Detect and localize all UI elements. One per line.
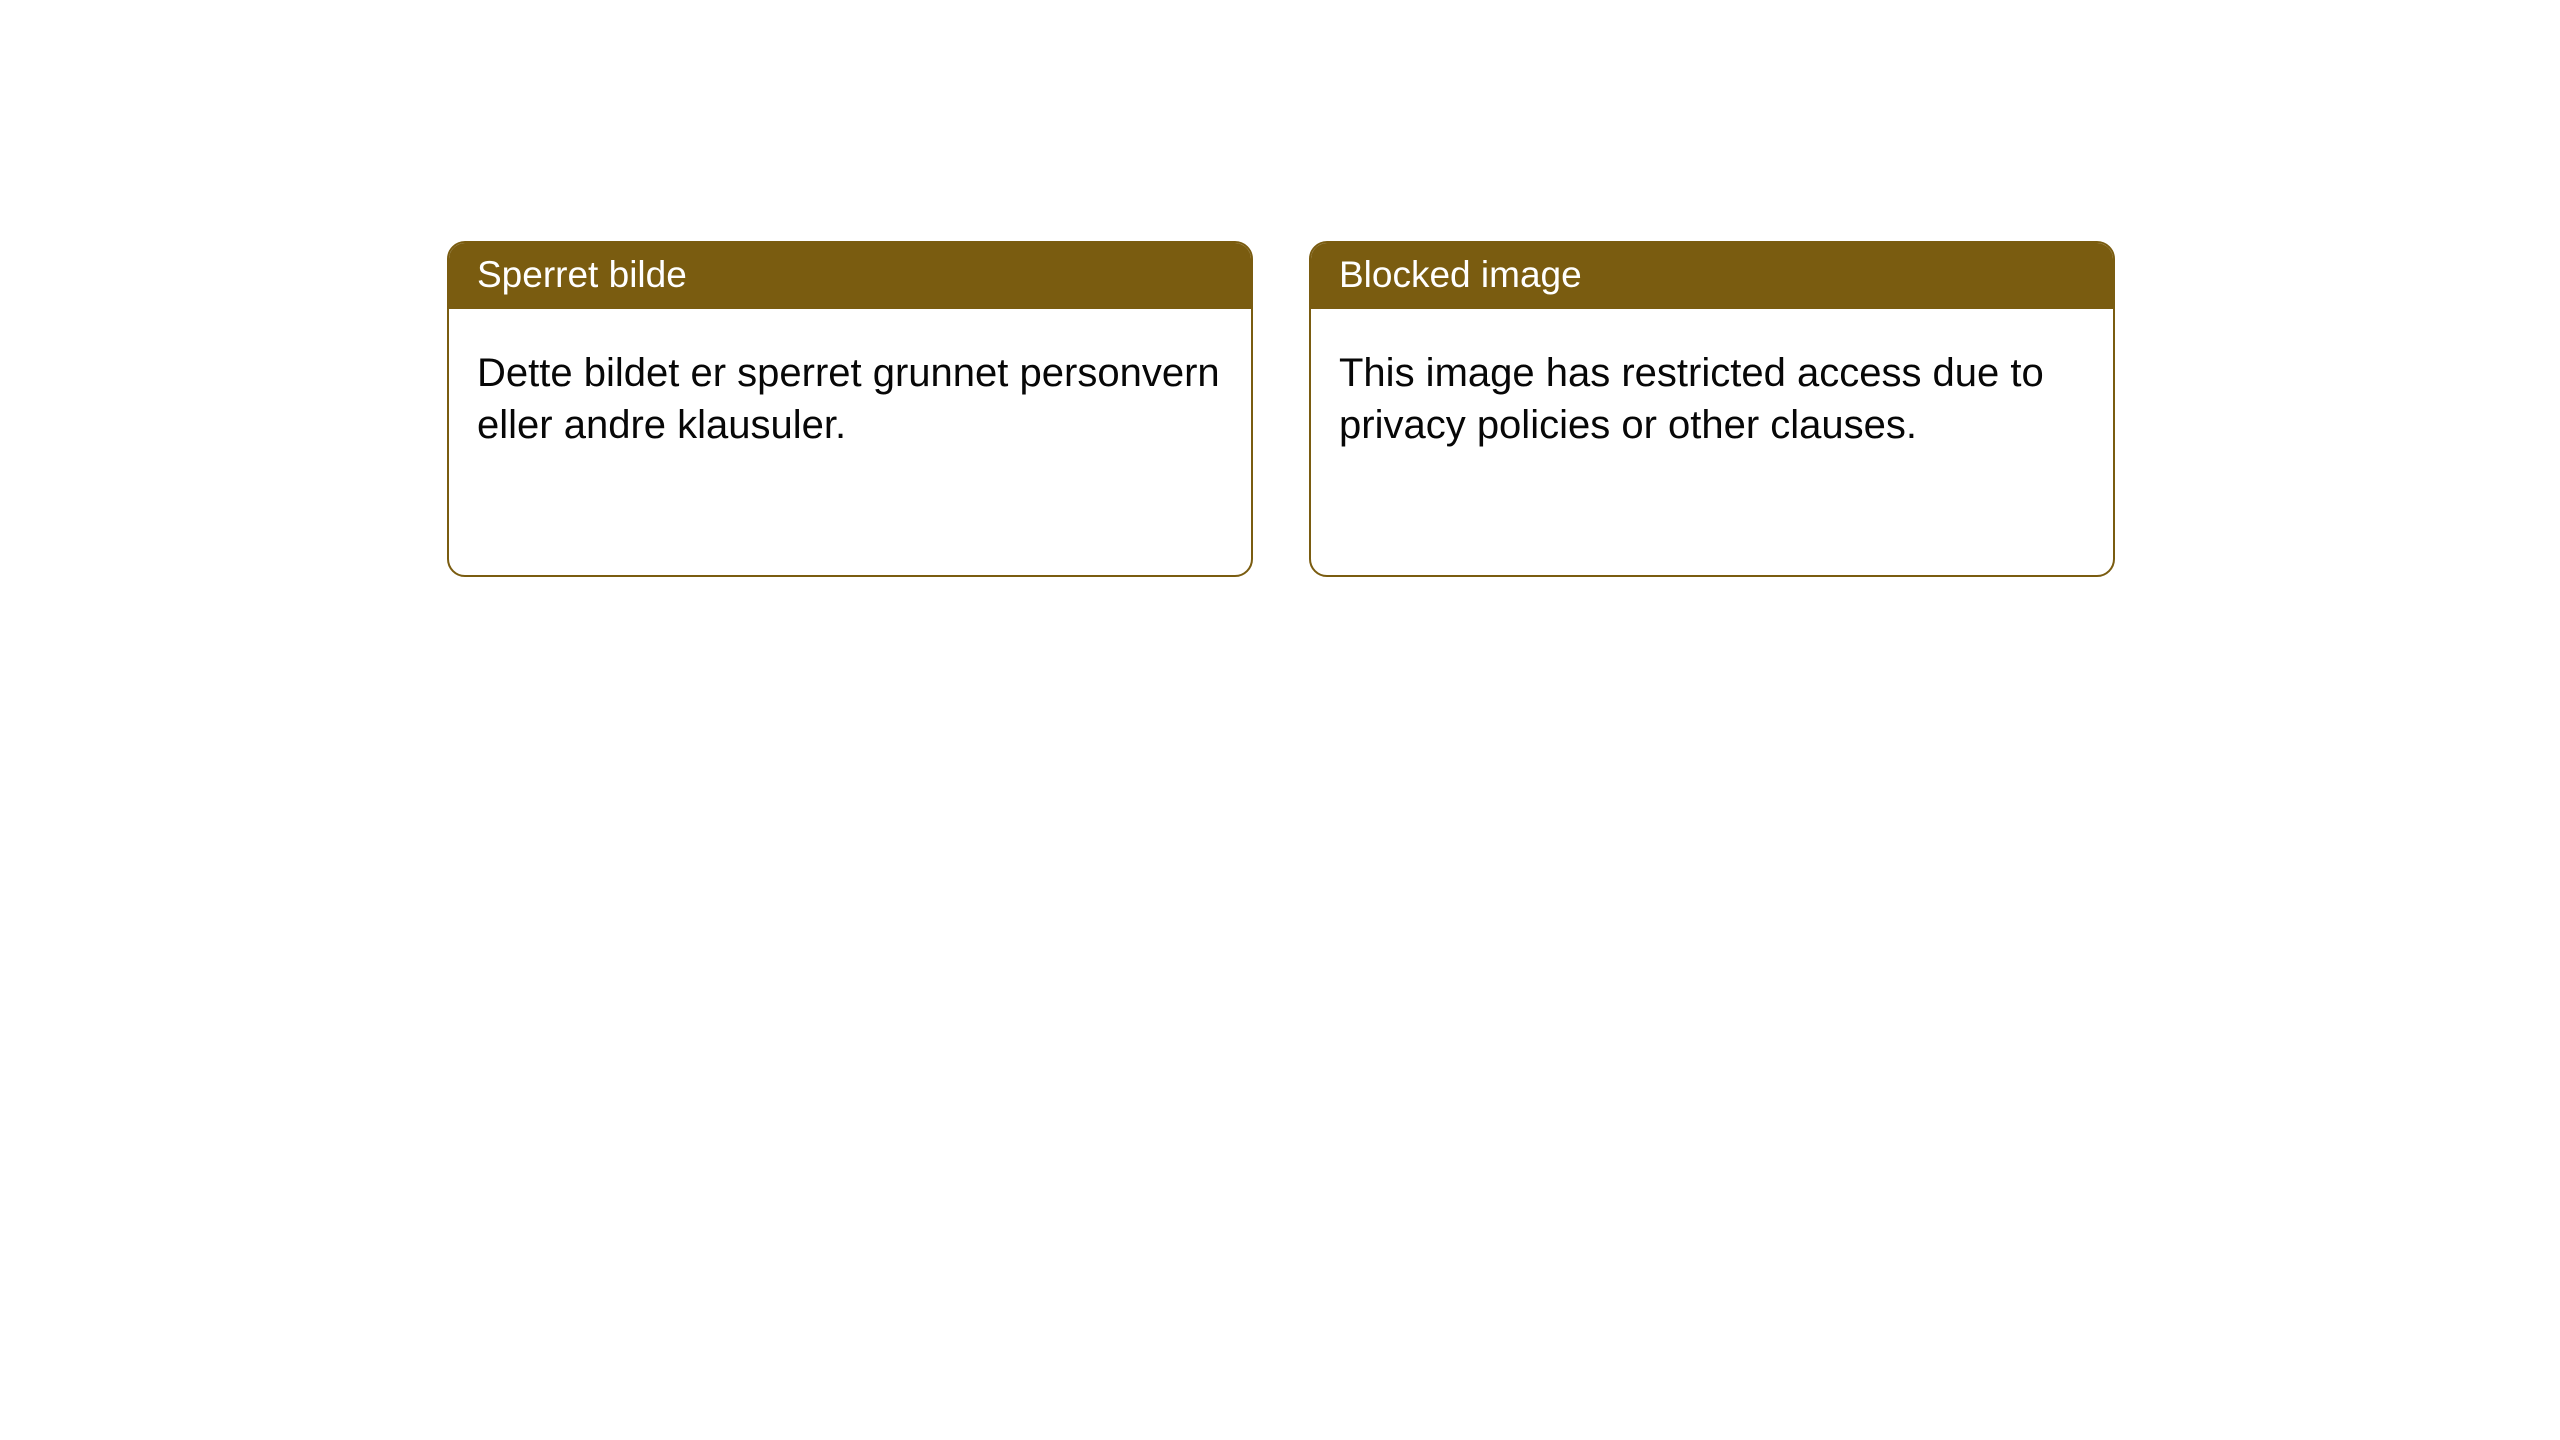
- message-card-norwegian: Sperret bilde Dette bildet er sperret gr…: [447, 241, 1253, 577]
- card-message: Dette bildet er sperret grunnet personve…: [477, 351, 1220, 447]
- card-body: Dette bildet er sperret grunnet personve…: [449, 309, 1251, 479]
- card-title: Sperret bilde: [477, 254, 687, 295]
- card-header: Sperret bilde: [449, 243, 1251, 309]
- card-body: This image has restricted access due to …: [1311, 309, 2113, 479]
- card-title: Blocked image: [1339, 254, 1582, 295]
- card-header: Blocked image: [1311, 243, 2113, 309]
- message-card-english: Blocked image This image has restricted …: [1309, 241, 2115, 577]
- card-message: This image has restricted access due to …: [1339, 351, 2044, 447]
- message-cards-container: Sperret bilde Dette bildet er sperret gr…: [0, 0, 2560, 577]
